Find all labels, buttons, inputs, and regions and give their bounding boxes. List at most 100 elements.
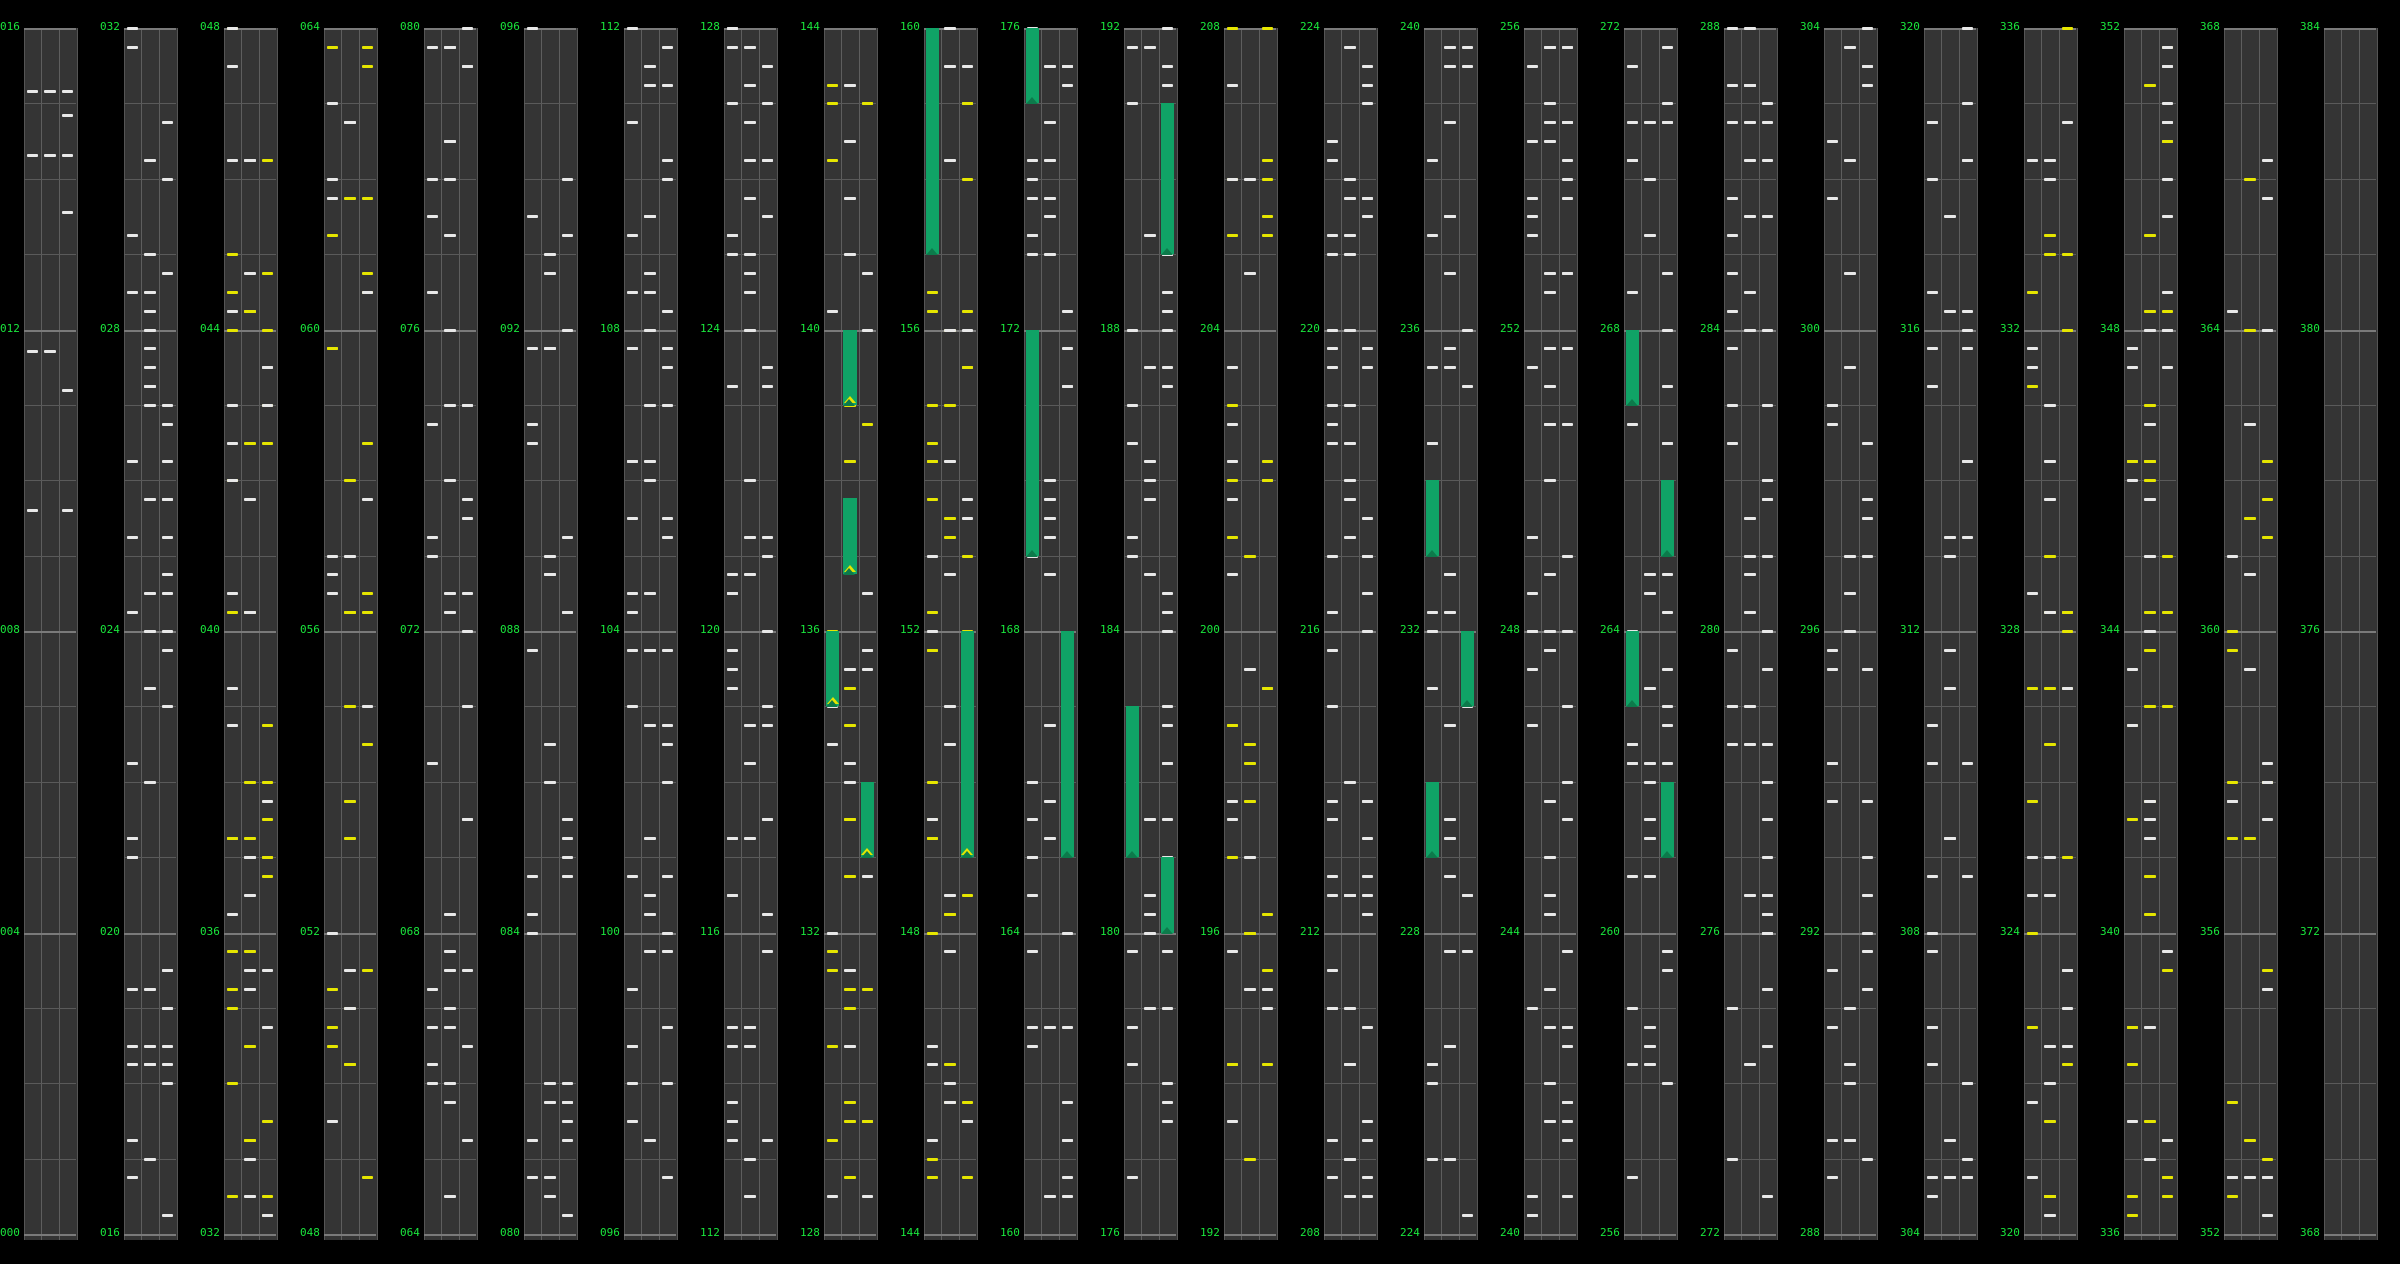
note — [2227, 1176, 2239, 1180]
note — [261, 441, 273, 445]
note — [1844, 1138, 1856, 1142]
measure-number-label: 092 — [500, 321, 520, 335]
note — [627, 460, 639, 464]
note — [461, 705, 473, 709]
note — [627, 234, 639, 238]
lane-divider — [458, 28, 460, 1240]
note — [1361, 102, 1373, 106]
beat-line — [1024, 555, 1076, 557]
measure-line — [224, 932, 276, 935]
note — [1844, 592, 1856, 596]
note — [1761, 667, 1773, 671]
note — [1644, 874, 1656, 878]
note — [1961, 1176, 1973, 1180]
note — [727, 837, 739, 841]
note — [1561, 818, 1573, 822]
measure-number-label: 132 — [800, 924, 820, 938]
note — [1044, 1025, 1056, 1029]
beat-line — [824, 480, 876, 482]
beat-line — [2224, 480, 2276, 482]
note — [2027, 385, 2039, 389]
note — [927, 780, 939, 784]
note — [227, 912, 239, 916]
note — [61, 509, 73, 513]
measure-number-label: 368 — [2300, 1226, 2320, 1239]
note — [2144, 799, 2156, 803]
note — [2061, 856, 2073, 860]
note — [1827, 422, 1839, 426]
beat-line — [2124, 781, 2176, 783]
note — [1827, 969, 1839, 973]
note — [744, 83, 756, 87]
measure-line — [124, 28, 176, 30]
beat-line — [1224, 1007, 1276, 1009]
beat-line — [724, 706, 776, 708]
note — [644, 837, 656, 841]
note — [2261, 969, 2273, 973]
lane-divider — [1558, 28, 1560, 1240]
note — [144, 988, 156, 992]
note — [1227, 403, 1239, 407]
note — [561, 1138, 573, 1142]
beat-line — [924, 254, 976, 256]
note — [161, 403, 173, 407]
note — [2261, 460, 2273, 464]
note — [2244, 1176, 2256, 1180]
note — [1444, 573, 1456, 577]
beat-line — [524, 404, 576, 406]
beat-line — [624, 178, 676, 180]
note — [927, 441, 939, 445]
hold-note — [1160, 103, 1174, 255]
note — [2261, 1176, 2273, 1180]
chart-column — [1824, 28, 1878, 1240]
note — [1261, 969, 1273, 973]
note — [1261, 215, 1273, 219]
note — [361, 64, 373, 68]
measure-line — [824, 28, 876, 30]
note — [2127, 460, 2139, 464]
note — [361, 196, 373, 200]
note — [244, 950, 256, 954]
beat-line — [2324, 555, 2376, 557]
note — [1561, 158, 1573, 162]
note — [1327, 1138, 1339, 1142]
note — [1427, 1157, 1439, 1161]
note — [2144, 648, 2156, 652]
note — [1661, 441, 1673, 445]
measure-number-label: 336 — [2000, 20, 2020, 33]
note — [2044, 1214, 2056, 1218]
note — [1961, 874, 1973, 878]
note — [1944, 1176, 1956, 1180]
beat-line — [2024, 480, 2076, 482]
note — [1727, 648, 1739, 652]
note — [1761, 498, 1773, 502]
beat-line — [1324, 1083, 1376, 1085]
note — [2261, 761, 2273, 765]
note — [761, 912, 773, 916]
note — [1761, 818, 1773, 822]
beat-line — [1824, 781, 1876, 783]
note — [1044, 1195, 1056, 1199]
note — [444, 234, 456, 238]
beat-line — [624, 781, 676, 783]
note — [1861, 931, 1873, 935]
note — [544, 1176, 556, 1180]
note — [1227, 177, 1239, 181]
measure-line — [2024, 932, 2076, 935]
note — [1227, 573, 1239, 577]
beat-line — [1424, 480, 1476, 482]
note — [1561, 1195, 1573, 1199]
beat-line — [924, 178, 976, 180]
note — [1027, 158, 1039, 162]
note — [1044, 479, 1056, 483]
measure-line — [1024, 329, 1076, 332]
measure-number-label: 080 — [400, 20, 420, 33]
note — [161, 121, 173, 125]
note — [461, 403, 473, 407]
note — [1727, 441, 1739, 445]
note — [227, 950, 239, 954]
beat-line — [2124, 178, 2176, 180]
note — [527, 27, 539, 30]
note — [661, 516, 673, 520]
note — [1727, 121, 1739, 125]
